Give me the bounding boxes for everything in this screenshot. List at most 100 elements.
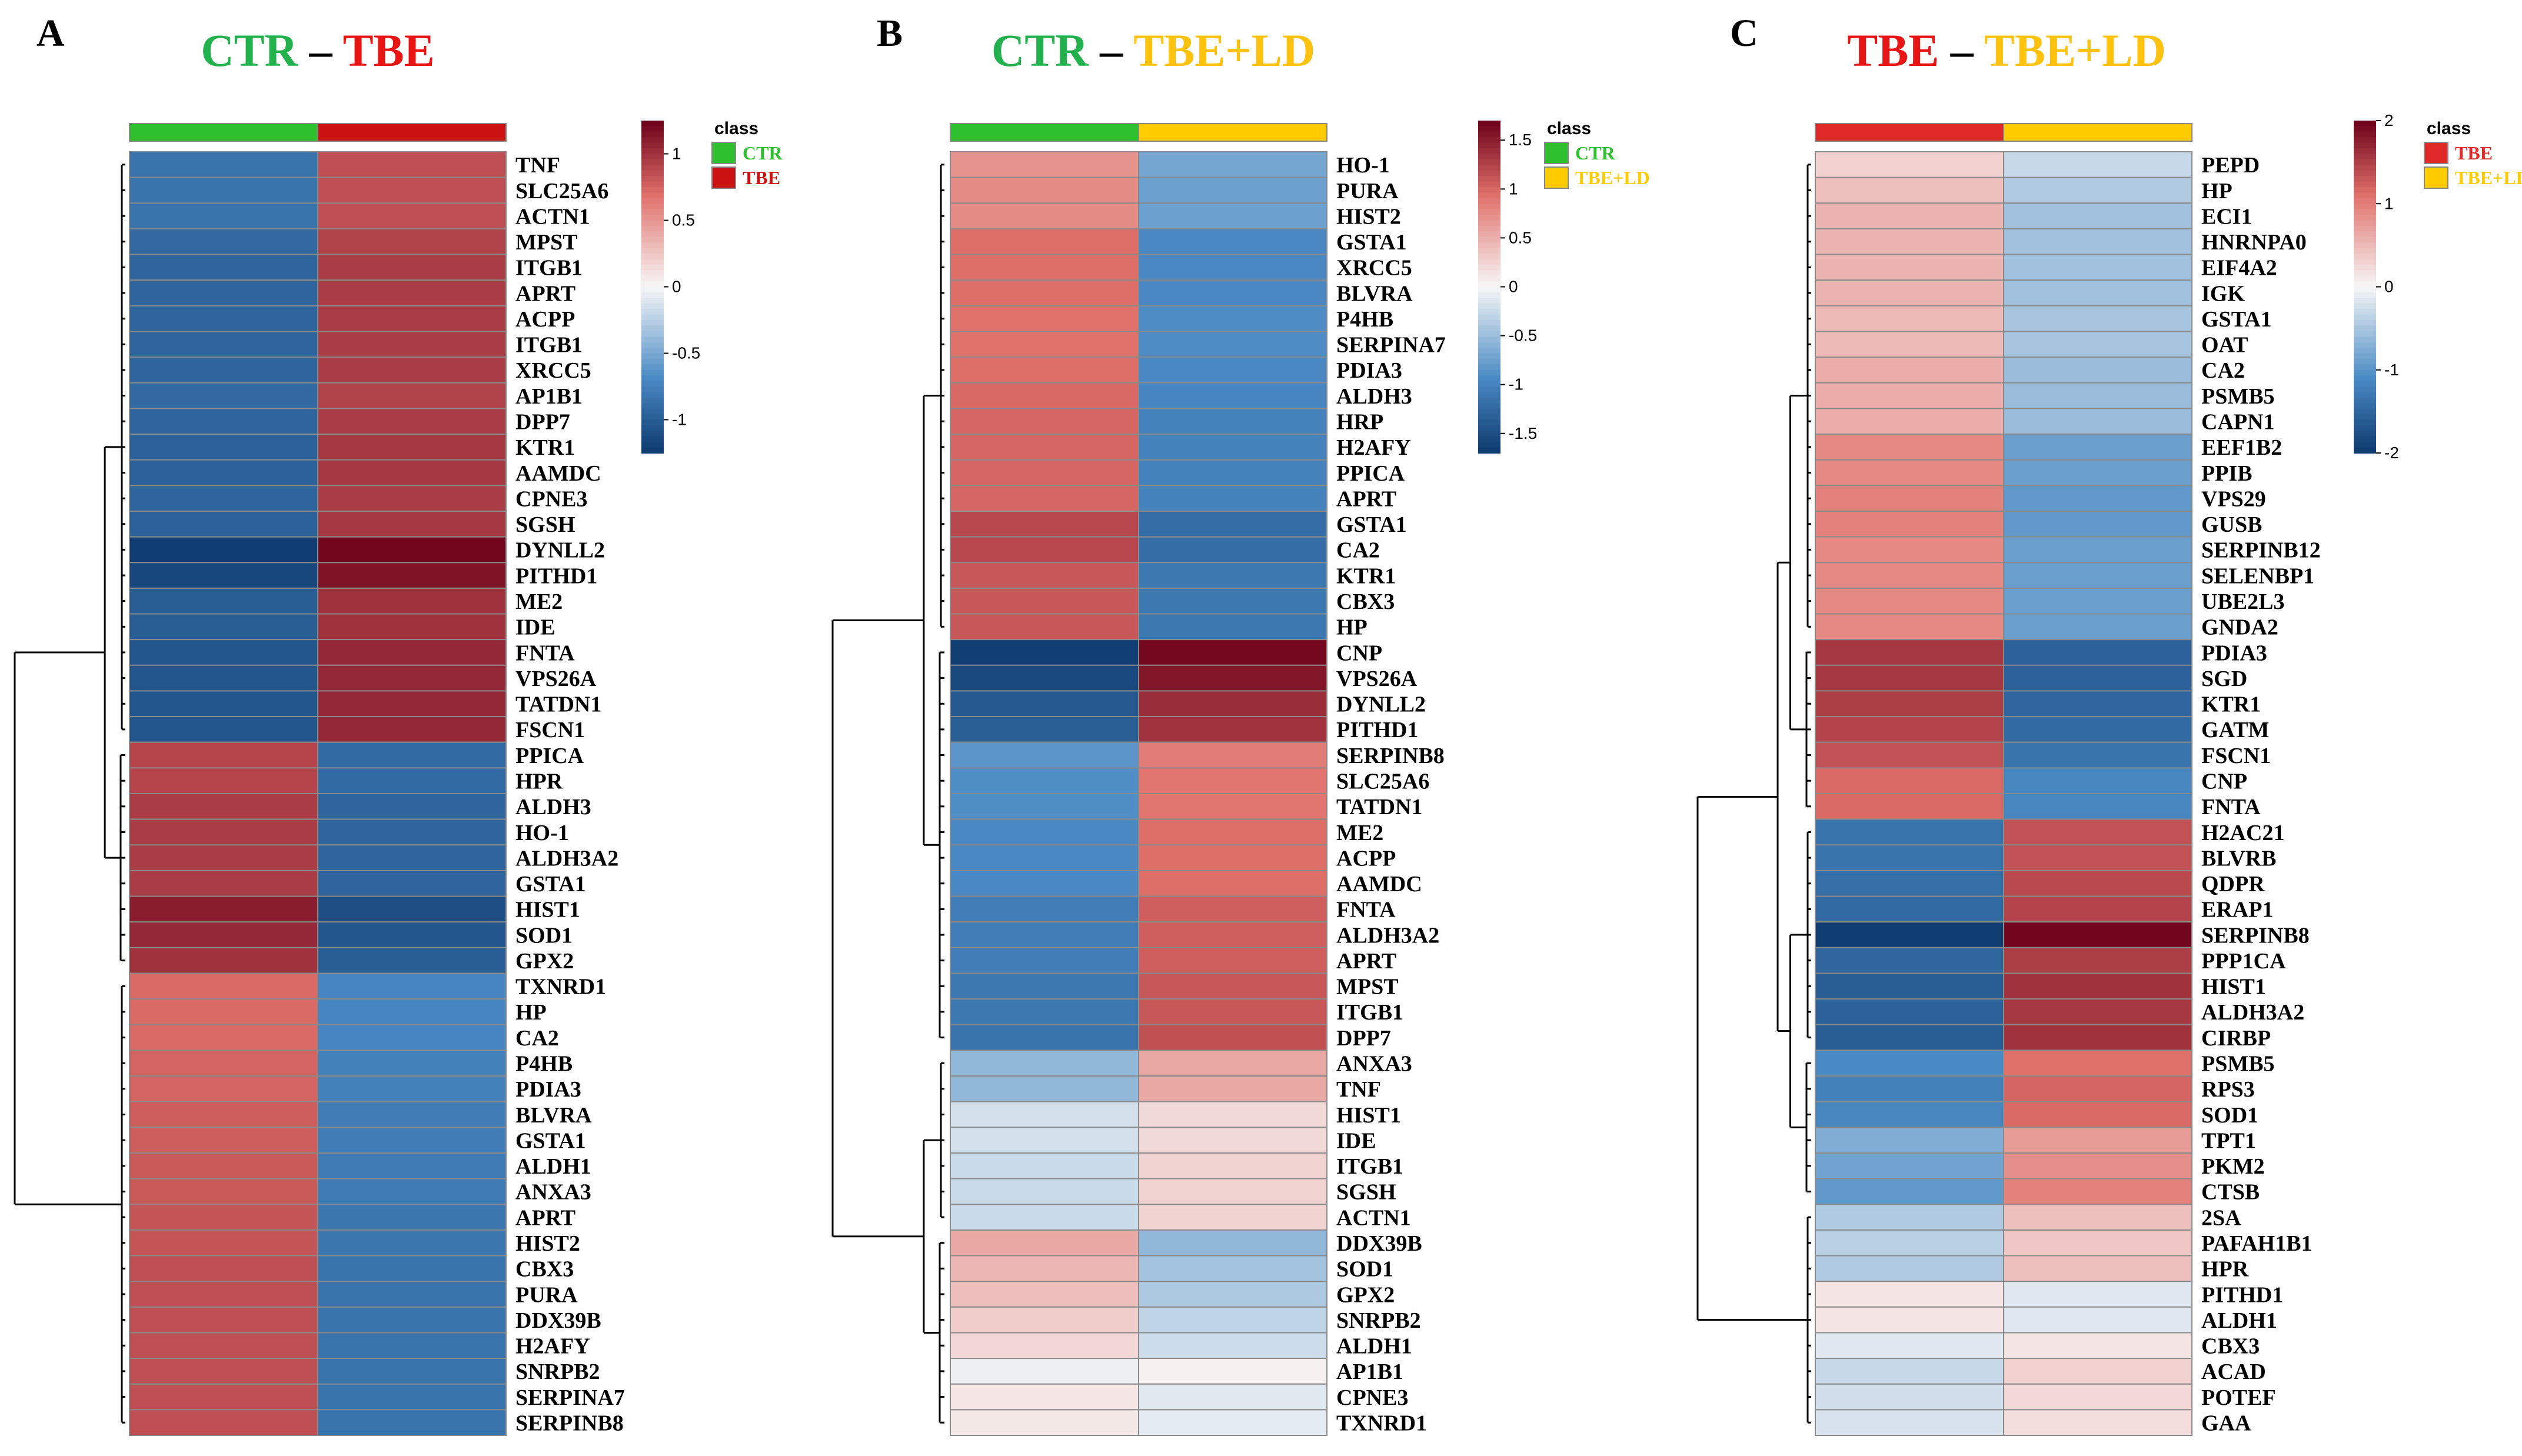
heat-cell (317, 587, 507, 615)
row-label: MPST (1336, 975, 1399, 999)
heat-cell (317, 254, 507, 281)
heat-cell (2003, 1255, 2192, 1282)
row-label: GSTA1 (1336, 512, 1407, 537)
heat-cell (1815, 921, 2004, 948)
row-label: PSMB5 (2201, 1052, 2275, 1077)
scale-swatch (2354, 408, 2376, 415)
row-label: ACAD (2201, 1360, 2266, 1384)
heat-cell (317, 305, 507, 332)
heat-cell (1815, 382, 2004, 409)
scale-swatch (641, 148, 664, 155)
heat-cell (1138, 998, 1327, 1025)
scale-swatch (1478, 303, 1500, 310)
scale-swatch (2354, 159, 2376, 166)
row-label: PDIA3 (515, 1077, 581, 1102)
scale-swatch (2354, 225, 2376, 232)
heat-cell (129, 1152, 318, 1180)
heat-cell (950, 562, 1139, 589)
heat-cell (1138, 895, 1327, 923)
heat-cell (1138, 1358, 1327, 1385)
scale-swatch (2354, 425, 2376, 432)
heat-cell (129, 1281, 318, 1308)
heat-cell (950, 844, 1139, 871)
row-label: DDX39B (515, 1308, 601, 1333)
scale-swatch (1478, 242, 1500, 249)
heat-cell (1138, 1332, 1327, 1360)
scale-swatch (1478, 358, 1500, 365)
row-label: UBE2L3 (2201, 589, 2284, 614)
heat-cell (1138, 1075, 1327, 1102)
legend-swatch (2424, 166, 2448, 189)
row-label: H2AC21 (2201, 821, 2284, 845)
row-label: SGD (2201, 667, 2247, 691)
heat-cell (1815, 485, 2004, 512)
row-label: QDPR (2201, 872, 2265, 897)
scale-swatch (641, 392, 664, 398)
row-label: PPICA (1336, 461, 1405, 486)
heat-cell (317, 998, 507, 1025)
scale-swatch (2354, 209, 2376, 216)
heat-cell (1815, 305, 2004, 332)
row-label: XRCC5 (1336, 256, 1412, 281)
scale-swatch (2354, 292, 2376, 299)
heat-cell (2003, 1229, 2192, 1257)
scale-swatch (1478, 292, 1500, 299)
heat-cell (1815, 202, 2004, 229)
row-label: 2SA (2201, 1205, 2241, 1230)
scale-swatch (641, 419, 664, 426)
row-dendrogram (831, 164, 944, 1424)
heat-cell (1815, 228, 2004, 255)
heat-cell (1138, 664, 1327, 692)
heat-cell (1815, 1229, 2004, 1257)
row-label: ALDH1 (515, 1154, 591, 1179)
row-labels: PEPDHPECI1HNRNPA0EIF4A2IGKGSTA1OATCA2PSM… (2201, 153, 2321, 1435)
scale-swatch (2354, 358, 2376, 365)
scale-swatch (641, 142, 664, 149)
scale-swatch (2354, 148, 2376, 155)
heat-cell (2003, 382, 2192, 409)
scale-swatch (1478, 165, 1500, 171)
scale-swatch (641, 375, 664, 382)
class-bar-tbeld (2003, 123, 2192, 142)
heat-cell (950, 1049, 1139, 1077)
class-bar-tbeld (1138, 123, 1327, 142)
panel-c: C TBE – TBE+LDPEPDHPECI1HNRNPA0EIF4A2IGKG… (1696, 12, 2522, 1437)
scale-swatch (1478, 442, 1500, 448)
scale-tick-label: -1 (2384, 361, 2399, 379)
row-label: AP1B1 (515, 384, 583, 409)
scale-swatch (1478, 198, 1500, 205)
row-dendrogram (14, 164, 125, 1424)
row-label: PITHD1 (2201, 1282, 2283, 1307)
heat-cell (2003, 690, 2192, 718)
heat-cell (1815, 716, 2004, 743)
heat-cell (950, 1383, 1139, 1411)
row-label: HNRNPA0 (2201, 230, 2307, 255)
scale-swatch (1478, 170, 1500, 177)
heat-cell (950, 1024, 1139, 1051)
heat-cell (2003, 562, 2192, 589)
heat-cell (2003, 1127, 2192, 1154)
heat-cell (317, 562, 507, 589)
scale-swatch (1478, 342, 1500, 349)
row-label: VPS29 (2201, 487, 2266, 511)
scale-swatch (1478, 236, 1500, 244)
heat-cell (2003, 818, 2192, 846)
row-label: IDE (1336, 1128, 1376, 1153)
heat-cell (1138, 459, 1327, 487)
scale-swatch (641, 286, 664, 293)
row-label: GSTA1 (515, 1128, 586, 1153)
legend-label: TBE+LD (2455, 167, 2522, 188)
row-label: ANXA3 (1336, 1052, 1412, 1077)
scale-swatch (641, 176, 664, 182)
row-label: APRT (515, 1205, 575, 1230)
heat-cell (129, 254, 318, 281)
legend-label: CTR (743, 142, 783, 164)
heat-cell (317, 459, 507, 487)
class-bar-ctr (129, 123, 318, 142)
class-legend: class TBE TBE+LD (2424, 119, 2522, 189)
heat-cell (1815, 947, 2004, 974)
scale-swatch (1478, 137, 1500, 144)
scale-swatch (1478, 348, 1500, 354)
heat-cells (1815, 151, 2192, 1437)
heat-cell (129, 1255, 318, 1282)
